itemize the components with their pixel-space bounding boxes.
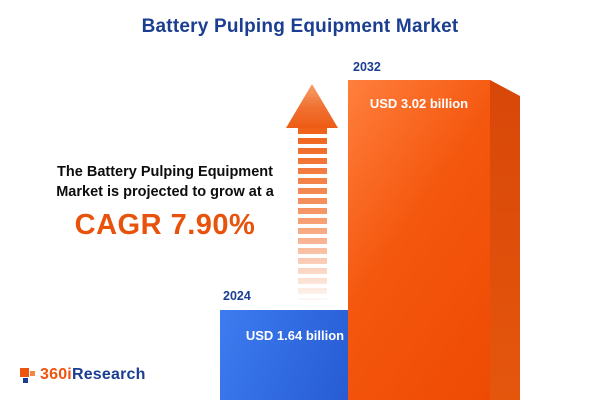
logo-text-orange: 360i (40, 366, 72, 383)
bar-2024-front (220, 310, 370, 400)
bar-2032-front (348, 80, 490, 400)
bar-2024-value-label: USD 1.64 billion (245, 328, 345, 343)
logo-icon (20, 367, 35, 383)
brand-logo: 360iResearch (20, 366, 146, 384)
description-line-2: Market is projected to grow at a (56, 184, 274, 201)
logo-text: 360iResearch (40, 366, 146, 384)
growth-arrow-fade (296, 128, 329, 302)
cagr-value: CAGR 7.90% (74, 208, 256, 241)
bar-2024-year-label: 2024 (223, 289, 251, 303)
growth-arrow-head-icon (286, 84, 338, 128)
bar-2032-value-label: USD 3.02 billion (369, 96, 469, 111)
description-line-1: The Battery Pulping Equipment (57, 164, 273, 180)
bar-2032-year-label: 2032 (353, 60, 381, 74)
bar-2032-side (490, 80, 520, 400)
logo-text-navy: Research (71, 366, 146, 383)
description-block: The Battery Pulping Equipment Market is … (30, 162, 300, 242)
page-title: Battery Pulping Equipment Market (141, 16, 459, 37)
